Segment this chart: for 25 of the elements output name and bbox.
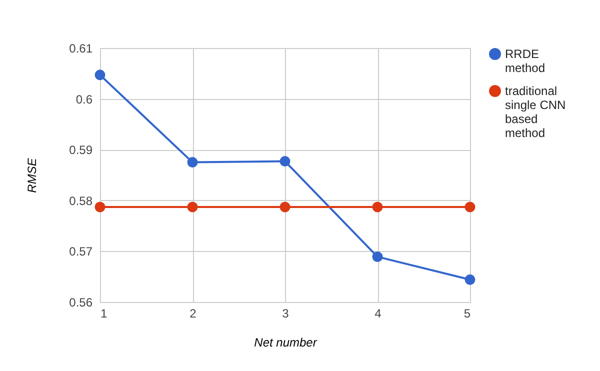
point [187,157,198,168]
x-tick-label: 5 [464,306,471,320]
point [464,202,476,212]
legend-label: traditional single CNN based method [505,84,566,140]
point [94,70,106,80]
point [372,202,383,212]
legend-label: RRDE method [505,47,546,75]
x-tick-label: 2 [190,306,197,320]
x-tick-label: 3 [282,306,290,320]
y-axis-title: RMSE [25,157,40,193]
y-tick-label: 0.57 [69,244,93,259]
point [464,274,476,285]
point [187,202,198,212]
x-axis-title: Net number [254,336,318,350]
point [372,252,383,262]
point [94,202,106,212]
x-tick-label: 1 [100,306,108,320]
x-tick-label: 4 [374,306,382,320]
y-tick-label: 0.6 [76,92,93,106]
y-tick-label: 0.56 [69,296,93,310]
y-tick-label: 0.61 [69,42,93,56]
point [280,202,290,212]
y-tick-label: 0.58 [69,194,93,208]
point [280,156,290,167]
y-tick-label: 0.59 [69,143,93,158]
